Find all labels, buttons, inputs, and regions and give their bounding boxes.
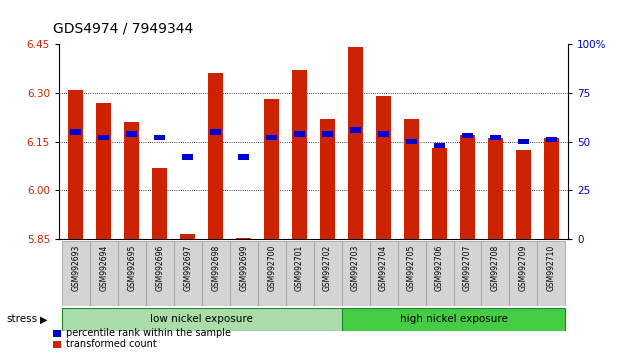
Bar [348, 47, 363, 239]
Bar [453, 241, 481, 306]
Text: GSM992697: GSM992697 [183, 245, 192, 291]
Bar [208, 73, 224, 239]
Bar [292, 70, 307, 239]
Bar [462, 133, 473, 138]
Text: percentile rank within the sample: percentile rank within the sample [66, 328, 231, 338]
Bar [286, 241, 314, 306]
Bar [152, 167, 168, 239]
Bar [211, 129, 221, 135]
Bar [404, 119, 419, 239]
Text: GSM992703: GSM992703 [351, 245, 360, 291]
Text: GSM992695: GSM992695 [127, 245, 136, 291]
Bar [342, 241, 369, 306]
Bar [96, 103, 111, 239]
Bar [146, 241, 174, 306]
Bar [320, 119, 335, 239]
Bar [546, 137, 557, 142]
Bar [406, 139, 417, 144]
Bar [490, 135, 501, 141]
Bar [350, 127, 361, 133]
Bar [62, 241, 90, 306]
Text: GSM992696: GSM992696 [155, 245, 164, 291]
Bar [342, 308, 565, 331]
Bar [460, 135, 475, 239]
Bar [432, 148, 447, 239]
Text: GSM992704: GSM992704 [379, 245, 388, 291]
Bar [434, 143, 445, 148]
Bar [369, 241, 397, 306]
Bar [322, 131, 333, 137]
Bar [266, 135, 277, 141]
Bar [397, 241, 425, 306]
Text: GSM992694: GSM992694 [99, 245, 108, 291]
Text: GSM992699: GSM992699 [239, 245, 248, 291]
Bar [118, 241, 146, 306]
Bar [518, 139, 528, 144]
Text: GSM992698: GSM992698 [211, 245, 220, 291]
Text: ▶: ▶ [40, 314, 48, 325]
Bar [70, 129, 81, 135]
Bar [155, 135, 165, 141]
Bar [378, 131, 389, 137]
Bar [238, 154, 249, 160]
Bar [544, 138, 559, 239]
Text: low nickel exposure: low nickel exposure [150, 314, 253, 325]
Bar [481, 241, 509, 306]
Bar [258, 241, 286, 306]
Bar [294, 131, 305, 137]
Text: GSM992707: GSM992707 [463, 245, 472, 291]
Text: GSM992709: GSM992709 [519, 245, 528, 291]
Text: transformed count: transformed count [66, 339, 156, 349]
Bar [425, 241, 453, 306]
Bar [314, 241, 342, 306]
Bar [537, 241, 565, 306]
Text: GSM992702: GSM992702 [323, 245, 332, 291]
Bar [202, 241, 230, 306]
Text: GSM992693: GSM992693 [71, 245, 80, 291]
Bar [509, 241, 537, 306]
Text: GSM992700: GSM992700 [267, 245, 276, 291]
Bar [174, 241, 202, 306]
Bar [230, 241, 258, 306]
Text: stress: stress [6, 314, 37, 325]
Bar [99, 135, 109, 141]
Bar [180, 234, 196, 239]
Text: GSM992705: GSM992705 [407, 245, 416, 291]
Bar [124, 122, 140, 239]
Bar [236, 238, 252, 239]
Bar [376, 96, 391, 239]
Bar [62, 308, 342, 331]
Text: high nickel exposure: high nickel exposure [399, 314, 507, 325]
Bar [68, 90, 83, 239]
Bar [183, 154, 193, 160]
Text: GSM992710: GSM992710 [547, 245, 556, 291]
Text: GDS4974 / 7949344: GDS4974 / 7949344 [53, 21, 193, 35]
Bar [90, 241, 118, 306]
Bar [127, 131, 137, 137]
Bar [487, 138, 503, 239]
Bar [264, 99, 279, 239]
Text: GSM992706: GSM992706 [435, 245, 444, 291]
Text: GSM992708: GSM992708 [491, 245, 500, 291]
Bar [516, 150, 531, 239]
Text: GSM992701: GSM992701 [295, 245, 304, 291]
